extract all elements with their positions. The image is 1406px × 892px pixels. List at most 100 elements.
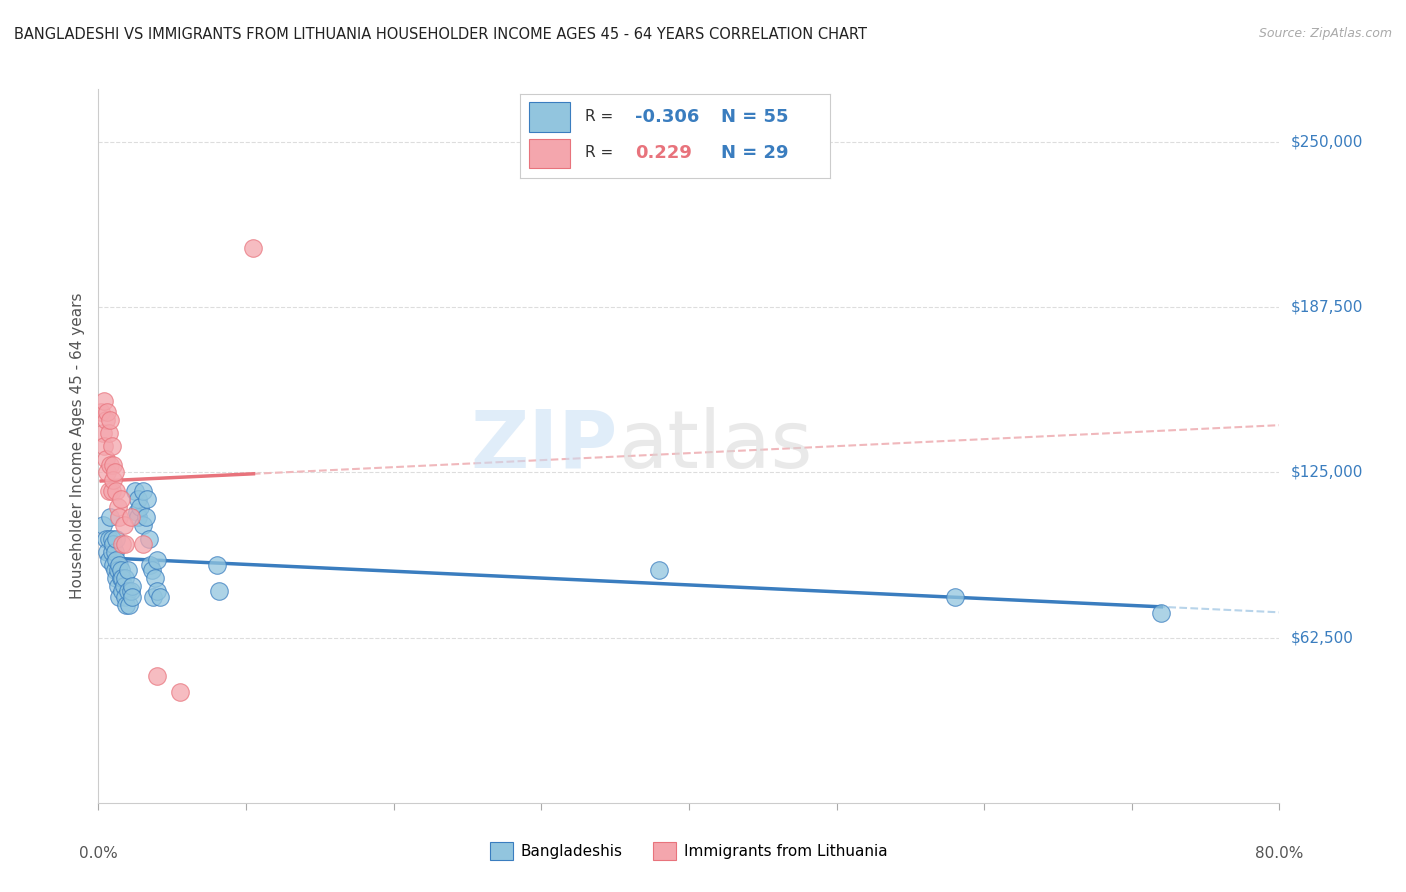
Point <box>111 584 134 599</box>
Point <box>104 466 127 480</box>
Text: BANGLADESHI VS IMMIGRANTS FROM LITHUANIA HOUSEHOLDER INCOME AGES 45 - 64 YEARS C: BANGLADESHI VS IMMIGRANTS FROM LITHUANIA… <box>14 27 868 42</box>
Point <box>242 241 264 255</box>
Point <box>104 545 127 559</box>
Point <box>97 425 120 440</box>
Point <box>94 452 117 467</box>
Point <box>205 558 228 572</box>
Point <box>132 537 155 551</box>
Text: 0.229: 0.229 <box>634 144 692 162</box>
Bar <box>530 103 569 132</box>
Point <box>149 590 172 604</box>
Point <box>103 458 125 472</box>
Legend: Bangladeshis, Immigrants from Lithuania: Bangladeshis, Immigrants from Lithuania <box>484 836 894 866</box>
Point <box>111 571 134 585</box>
Bar <box>530 138 569 169</box>
Point <box>121 590 143 604</box>
Point <box>128 500 150 514</box>
Text: R =: R = <box>585 145 623 161</box>
Point <box>108 510 131 524</box>
Point <box>108 558 131 572</box>
Point <box>93 394 115 409</box>
Point <box>91 425 114 440</box>
Text: $62,500: $62,500 <box>1291 630 1354 645</box>
Point <box>103 474 125 488</box>
Point <box>114 537 136 551</box>
Text: $250,000: $250,000 <box>1291 135 1362 150</box>
Point <box>103 537 125 551</box>
Point <box>135 510 157 524</box>
Point <box>121 579 143 593</box>
Text: N = 55: N = 55 <box>721 108 789 126</box>
Point <box>94 412 117 426</box>
Point <box>141 563 163 577</box>
Point <box>1150 606 1173 620</box>
Text: ZIP: ZIP <box>471 407 619 485</box>
Point <box>97 532 120 546</box>
Point <box>105 552 128 566</box>
Text: atlas: atlas <box>619 407 813 485</box>
Point <box>146 584 169 599</box>
Text: Source: ZipAtlas.com: Source: ZipAtlas.com <box>1258 27 1392 40</box>
Point <box>169 685 191 699</box>
Point <box>120 510 142 524</box>
Point <box>108 590 131 604</box>
Point <box>105 483 128 498</box>
Point <box>208 584 231 599</box>
Point <box>136 491 159 506</box>
Point <box>100 483 122 498</box>
Point <box>648 563 671 577</box>
Point <box>120 584 142 599</box>
Point <box>98 458 121 472</box>
Point <box>96 404 118 418</box>
Point <box>104 563 127 577</box>
Point <box>127 491 149 506</box>
Point <box>98 510 121 524</box>
Text: $125,000: $125,000 <box>1291 465 1362 480</box>
Point <box>100 532 122 546</box>
Point <box>110 571 132 585</box>
Point <box>139 558 162 572</box>
Point <box>138 532 160 546</box>
Point <box>96 466 118 480</box>
Point <box>112 518 135 533</box>
Point <box>98 412 121 426</box>
Point <box>143 571 166 585</box>
Point <box>103 558 125 572</box>
Point <box>105 532 128 546</box>
Point <box>110 563 132 577</box>
Point <box>94 532 117 546</box>
Text: $187,500: $187,500 <box>1291 300 1362 315</box>
Point <box>943 590 966 604</box>
Point <box>112 579 135 593</box>
Point <box>90 404 112 418</box>
Point <box>107 563 129 577</box>
Point <box>107 579 129 593</box>
Point <box>115 598 138 612</box>
Text: N = 29: N = 29 <box>721 144 789 162</box>
Point <box>114 590 136 604</box>
Point <box>97 552 120 566</box>
Point <box>125 505 148 519</box>
Point <box>111 537 134 551</box>
Point <box>96 545 118 559</box>
Text: 80.0%: 80.0% <box>1256 846 1303 861</box>
Point <box>146 552 169 566</box>
Point <box>118 598 141 612</box>
Text: R =: R = <box>585 109 619 124</box>
Point <box>110 491 132 506</box>
Point <box>117 563 139 577</box>
Y-axis label: Householder Income Ages 45 - 64 years: Householder Income Ages 45 - 64 years <box>69 293 84 599</box>
Point <box>132 518 155 533</box>
Point <box>132 483 155 498</box>
Point <box>105 571 128 585</box>
Point <box>142 590 165 604</box>
Point <box>91 518 114 533</box>
Point <box>100 545 122 559</box>
Point <box>97 483 120 498</box>
Point <box>124 483 146 498</box>
Point <box>93 439 115 453</box>
Point <box>127 510 149 524</box>
Text: -0.306: -0.306 <box>634 108 699 126</box>
Point <box>117 584 139 599</box>
Point <box>100 439 122 453</box>
